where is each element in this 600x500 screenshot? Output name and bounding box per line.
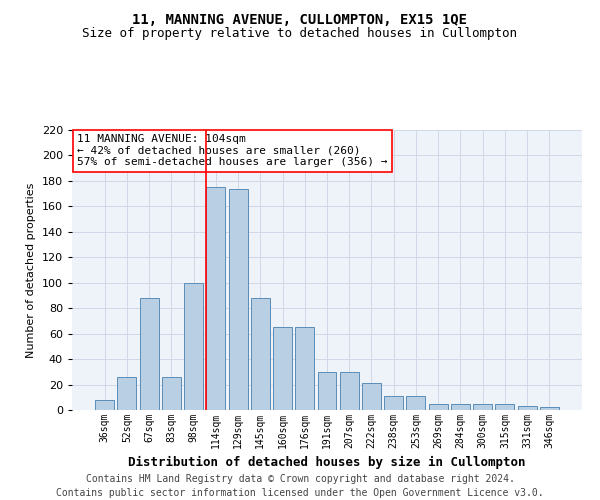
Y-axis label: Number of detached properties: Number of detached properties	[26, 182, 36, 358]
Bar	[451, 404, 470, 410]
Bar	[229, 188, 248, 410]
Bar	[295, 328, 314, 410]
Text: 11, MANNING AVENUE, CULLOMPTON, EX15 1QE: 11, MANNING AVENUE, CULLOMPTON, EX15 1QE	[133, 12, 467, 26]
Bar	[317, 372, 337, 410]
Bar	[273, 328, 292, 410]
Bar	[384, 396, 403, 410]
Text: Contains HM Land Registry data © Crown copyright and database right 2024.
Contai: Contains HM Land Registry data © Crown c…	[56, 474, 544, 498]
Bar	[162, 377, 181, 410]
Bar	[251, 298, 270, 410]
Bar	[118, 377, 136, 410]
Bar	[540, 408, 559, 410]
Bar	[518, 406, 536, 410]
Bar	[496, 404, 514, 410]
Bar	[140, 298, 158, 410]
Text: Size of property relative to detached houses in Cullompton: Size of property relative to detached ho…	[83, 28, 517, 40]
Text: 11 MANNING AVENUE: 104sqm
← 42% of detached houses are smaller (260)
57% of semi: 11 MANNING AVENUE: 104sqm ← 42% of detac…	[77, 134, 388, 168]
X-axis label: Distribution of detached houses by size in Cullompton: Distribution of detached houses by size …	[128, 456, 526, 469]
Bar	[206, 188, 225, 410]
Bar	[340, 372, 359, 410]
Bar	[429, 404, 448, 410]
Bar	[406, 396, 425, 410]
Bar	[473, 404, 492, 410]
Bar	[362, 384, 381, 410]
Bar	[184, 282, 203, 410]
Bar	[95, 400, 114, 410]
